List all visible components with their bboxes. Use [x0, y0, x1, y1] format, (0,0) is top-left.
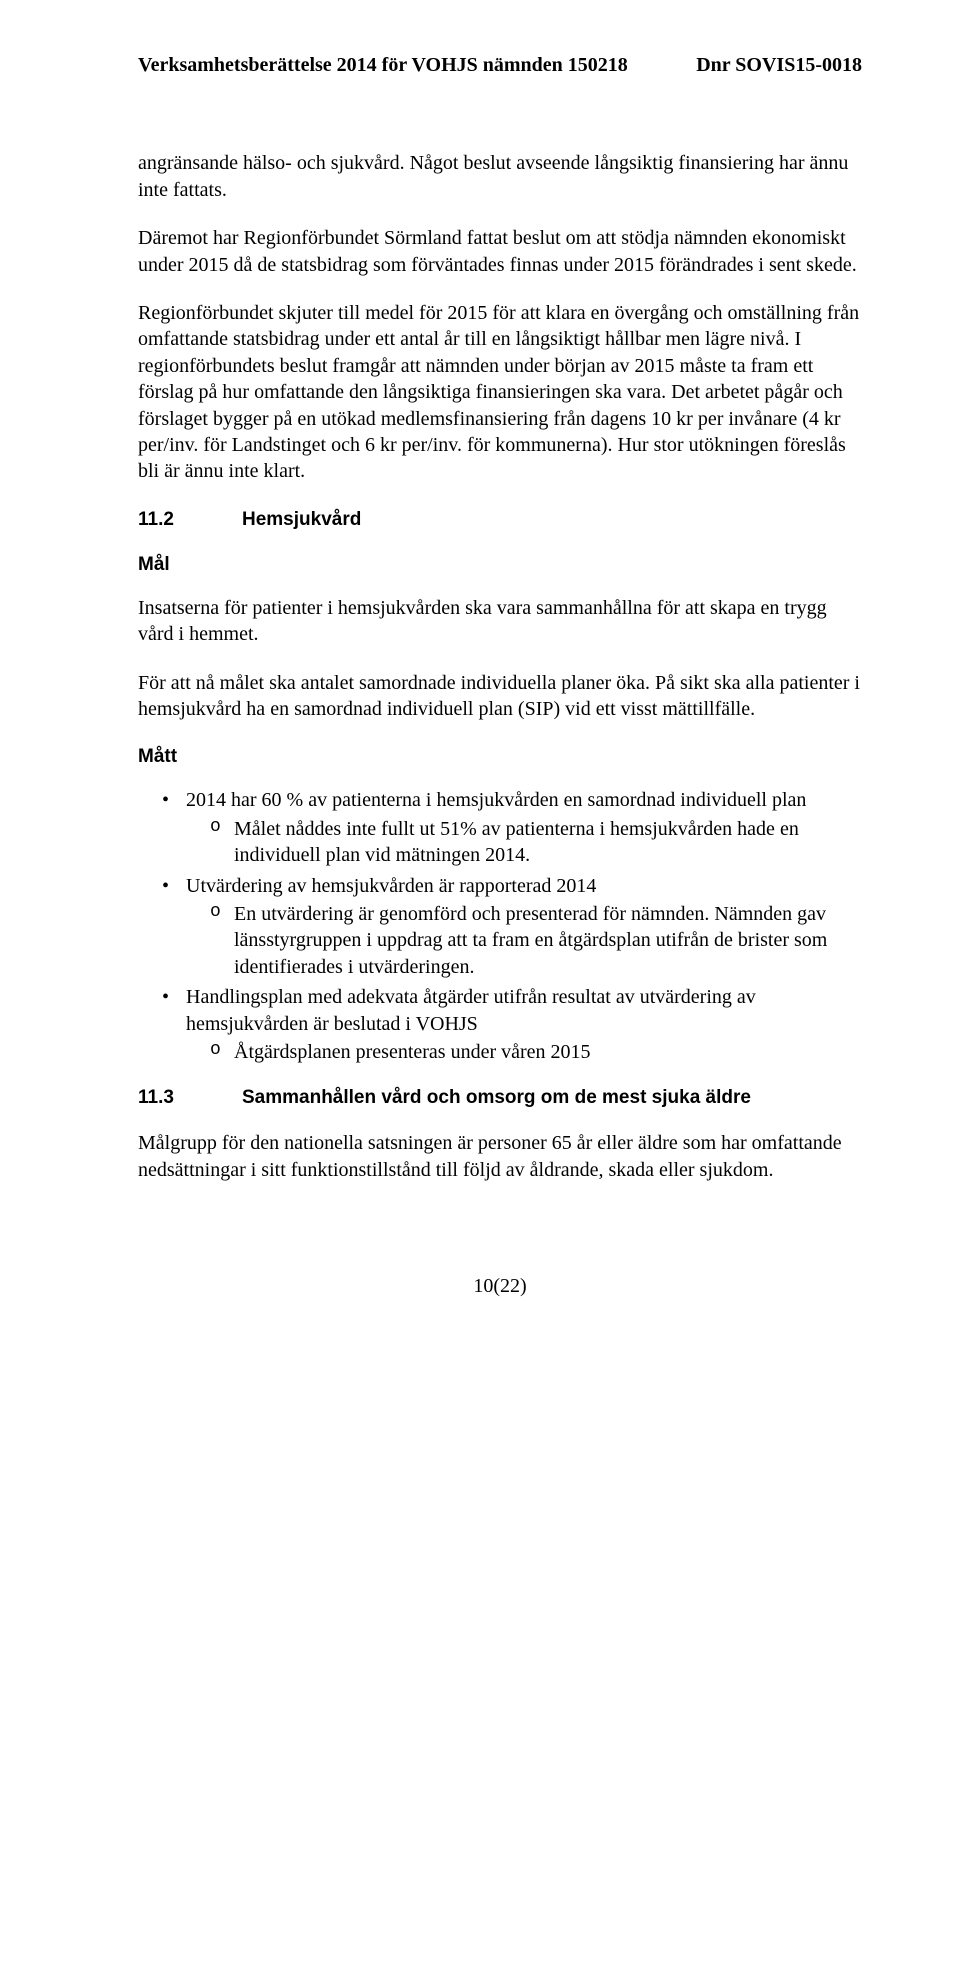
section-number: 11.2: [138, 507, 174, 532]
section-number: 11.3: [138, 1085, 174, 1110]
sub-list-1: Målet nåddes inte fullt ut 51% av patien…: [186, 816, 862, 869]
bullet-text: Utvärdering av hemsjukvården är rapporte…: [186, 875, 596, 897]
header-right: Dnr SOVIS15-0018: [696, 52, 862, 78]
sub-text: En utvärdering är genomförd och presente…: [234, 903, 827, 978]
sub-item: Åtgärdsplanen presenteras under våren 20…: [186, 1039, 862, 1065]
sub-item: En utvärdering är genomförd och presente…: [186, 901, 862, 980]
section-11-2-heading: 11.2 Hemsjukvård: [138, 507, 862, 532]
page-header: Verksamhetsberättelse 2014 för VOHJS näm…: [138, 52, 862, 78]
sub-list-2: En utvärdering är genomförd och presente…: [186, 901, 862, 980]
sub-text: Åtgärdsplanen presenteras under våren 20…: [234, 1041, 591, 1063]
matt-label: Mått: [138, 744, 862, 769]
paragraph-3: Regionförbundet skjuter till medel för 2…: [138, 300, 862, 485]
mal-paragraph-1: Insatserna för patienter i hemsjukvården…: [138, 595, 862, 648]
section-title: Hemsjukvård: [242, 507, 361, 532]
page-footer: 10(22): [138, 1273, 862, 1299]
bullet-item-2: Utvärdering av hemsjukvården är rapporte…: [138, 873, 862, 981]
bullet-text: Handlingsplan med adekvata åtgärder utif…: [186, 986, 756, 1034]
mal-label: Mål: [138, 552, 862, 577]
section-title: Sammanhållen vård och omsorg om de mest …: [242, 1085, 751, 1110]
bullet-item-1: 2014 har 60 % av patienterna i hemsjukvå…: [138, 787, 862, 868]
mal-paragraph-2: För att nå målet ska antalet samordnade …: [138, 670, 862, 723]
section-11-3-heading: 11.3 Sammanhållen vård och omsorg om de …: [138, 1085, 862, 1110]
sub-item: Målet nåddes inte fullt ut 51% av patien…: [186, 816, 862, 869]
bullet-item-3: Handlingsplan med adekvata åtgärder utif…: [138, 984, 862, 1065]
paragraph-2: Däremot har Regionförbundet Sörmland fat…: [138, 225, 862, 278]
sub-list-3: Åtgärdsplanen presenteras under våren 20…: [186, 1039, 862, 1065]
sub-text: Målet nåddes inte fullt ut 51% av patien…: [234, 818, 799, 866]
matt-bullet-list: 2014 har 60 % av patienterna i hemsjukvå…: [138, 787, 862, 1065]
header-left: Verksamhetsberättelse 2014 för VOHJS näm…: [138, 52, 628, 78]
bullet-text: 2014 har 60 % av patienterna i hemsjukvå…: [186, 789, 806, 811]
paragraph-1: angränsande hälso- och sjukvård. Något b…: [138, 150, 862, 203]
paragraph-11-3: Målgrupp för den nationella satsningen ä…: [138, 1130, 862, 1183]
